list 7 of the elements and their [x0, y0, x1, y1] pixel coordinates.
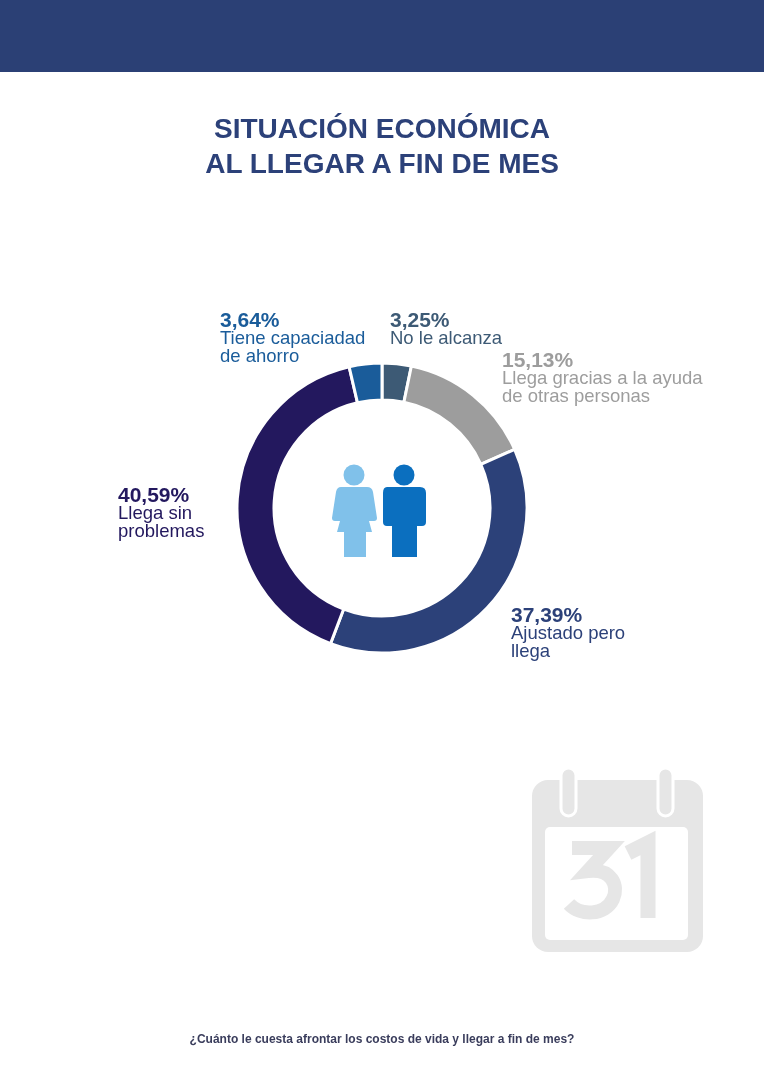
data-label: 37,39%: [511, 603, 583, 626]
data-label: 40,59%: [118, 483, 190, 506]
chart-title: SITUACIÓN ECONÓMICA AL LLEGAR A FIN DE MES: [205, 113, 559, 179]
data-label: 3,64%: [220, 308, 280, 331]
text: ¿Cuánto le cuesta afrontar los costos de vida y llegar a fin de mes?: [189, 1032, 575, 1046]
data-label: 15,13%: [502, 348, 574, 371]
data-label: 3,25%: [390, 308, 450, 331]
